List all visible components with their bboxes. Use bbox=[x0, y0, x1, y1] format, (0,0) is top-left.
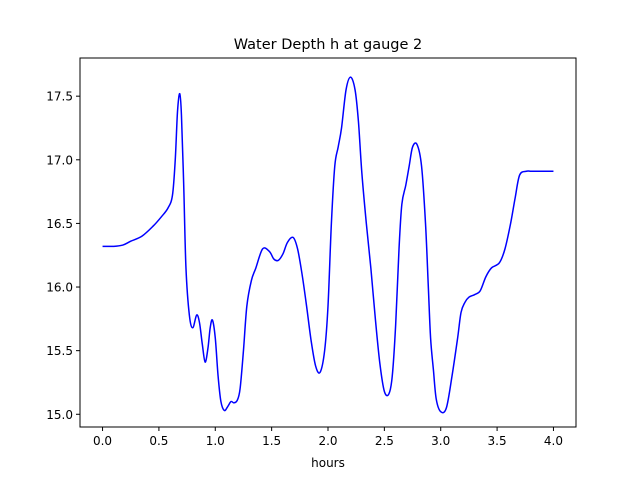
axes-frame bbox=[79, 57, 577, 428]
x-tick-label: 2.5 bbox=[375, 434, 394, 448]
x-axis: 0.0 0.5 1.0 1.5 2.0 2.5 3.0 3.5 4.0 bbox=[93, 427, 563, 448]
y-tick-label: 16.0 bbox=[46, 281, 73, 295]
x-tick-label: 3.5 bbox=[488, 434, 507, 448]
x-tick-label: 3.0 bbox=[431, 434, 450, 448]
x-tick-label: 0.5 bbox=[149, 434, 168, 448]
series-line bbox=[102, 76, 554, 414]
y-tick-label: 16.5 bbox=[46, 217, 73, 231]
chart-title: Water Depth h at gauge 2 bbox=[234, 37, 422, 53]
x-tick-label: 4.0 bbox=[544, 434, 563, 448]
x-tick-label: 1.5 bbox=[262, 434, 281, 448]
x-tick-label: 1.0 bbox=[206, 434, 225, 448]
x-tick-label: 2.0 bbox=[318, 434, 337, 448]
y-axis: 15.0 15.5 16.0 16.5 17.0 17.5 bbox=[46, 90, 80, 422]
x-tick-label: 0.0 bbox=[93, 434, 112, 448]
x-axis-label: hours bbox=[311, 456, 345, 470]
y-tick-label: 17.5 bbox=[46, 90, 73, 104]
y-tick-label: 17.0 bbox=[46, 153, 73, 167]
y-tick-label: 15.0 bbox=[46, 408, 73, 422]
plot-area bbox=[102, 76, 554, 414]
y-tick-label: 15.5 bbox=[46, 344, 73, 358]
